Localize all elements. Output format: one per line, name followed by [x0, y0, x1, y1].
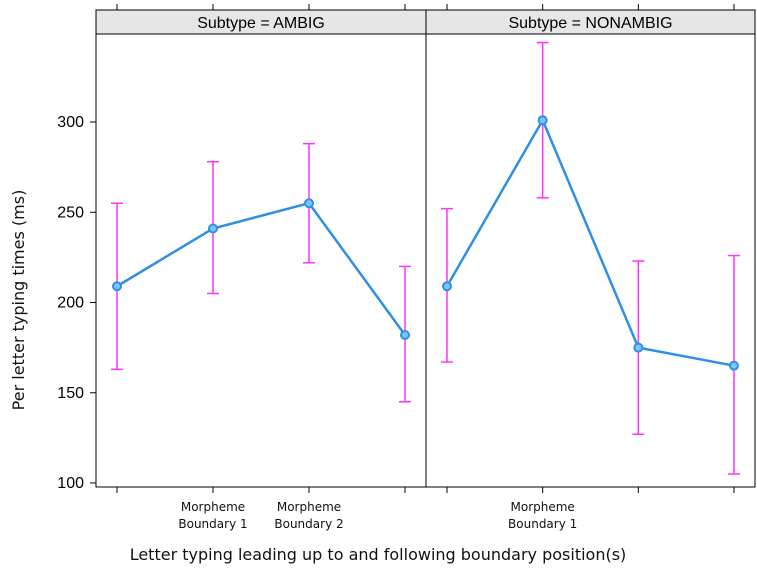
x-tick-label-line: Morpheme [181, 500, 245, 514]
data-point [633, 342, 644, 353]
data-point [537, 115, 548, 126]
panel-frame [95, 33, 427, 488]
y-tick-label: 100 [57, 475, 84, 492]
series-line [116, 201, 407, 336]
y-tick-label: 250 [57, 204, 84, 221]
x-tick-label-line: Boundary 1 [178, 517, 247, 531]
y-tick-label: 300 [57, 114, 84, 131]
x-tick-label-line: Morpheme [511, 500, 575, 514]
x-tick-label-line: Morpheme [277, 500, 341, 514]
strip-label: Subtype = AMBIG [197, 15, 325, 32]
strip-label: Subtype = NONAMBIG [508, 15, 672, 32]
y-tick-label: 150 [57, 385, 84, 402]
x-axis-title: Letter typing leading up to and followin… [130, 545, 627, 564]
data-point [729, 360, 739, 371]
data-point [442, 281, 452, 292]
x-tick-label-line: Boundary 2 [274, 517, 343, 531]
y-axis: 100 150 200 250 300 [57, 114, 96, 492]
panel-frame [425, 33, 756, 488]
data-point [112, 281, 122, 292]
y-axis-title: Per letter typing times (ms) [9, 190, 28, 411]
x-tick-label: Morpheme Boundary 1 [508, 500, 577, 531]
y-tick-label: 200 [57, 295, 84, 312]
data-point [304, 198, 314, 209]
x-tick-label: Morpheme Boundary 1 [178, 500, 247, 531]
panel-2: Subtype = NONAMBIG Morpheme Boundary 1 [425, 4, 756, 531]
data-point [208, 223, 218, 234]
strip-background [95, 9, 427, 35]
series-line [445, 117, 735, 367]
data-point [400, 329, 410, 340]
x-tick-label: Morpheme Boundary 2 [274, 500, 343, 531]
x-tick-label-line: Boundary 1 [508, 517, 577, 531]
